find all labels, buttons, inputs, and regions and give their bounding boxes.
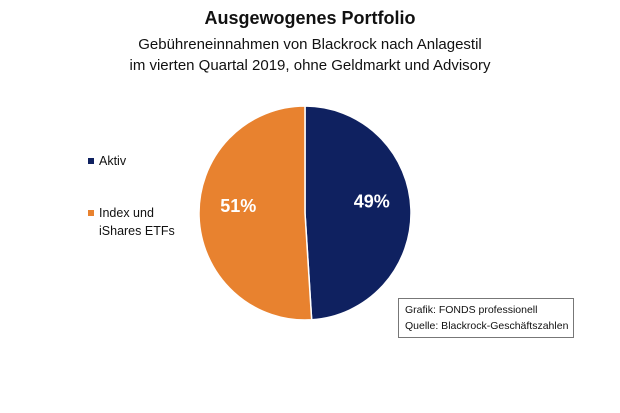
source-origin: Quelle: Blackrock-Geschäftszahlen — [405, 320, 569, 332]
pie-data-label-1: 51% — [220, 196, 256, 216]
source-credit: Grafik: FONDS professionell — [405, 304, 538, 316]
chart-subtitle-line-2: im vierten Quartal 2019, ohne Geldmarkt … — [129, 57, 491, 74]
chart-title: Ausgewogenes Portfolio — [204, 8, 416, 28]
source-box: Grafik: FONDS professionell Quelle: Blac… — [398, 298, 574, 338]
legend-item-aktiv: Aktiv — [88, 152, 126, 170]
pie-data-label-0: 49% — [354, 192, 390, 212]
legend-label-index-line-2: iShares ETFs — [99, 224, 175, 238]
legend-item-index: Index und iShares ETFs — [88, 204, 175, 240]
chart-subtitle-line-1: Gebühreneinnahmen von Blackrock nach Anl… — [138, 36, 482, 53]
legend-swatch-aktiv — [88, 158, 94, 164]
legend-label-index-line-1: Index und — [99, 206, 154, 220]
pie-slice-0 — [304, 105, 412, 321]
pie-slice-1 — [198, 105, 313, 321]
legend-swatch-index — [88, 210, 94, 216]
legend-label-aktiv: Aktiv — [99, 154, 127, 168]
